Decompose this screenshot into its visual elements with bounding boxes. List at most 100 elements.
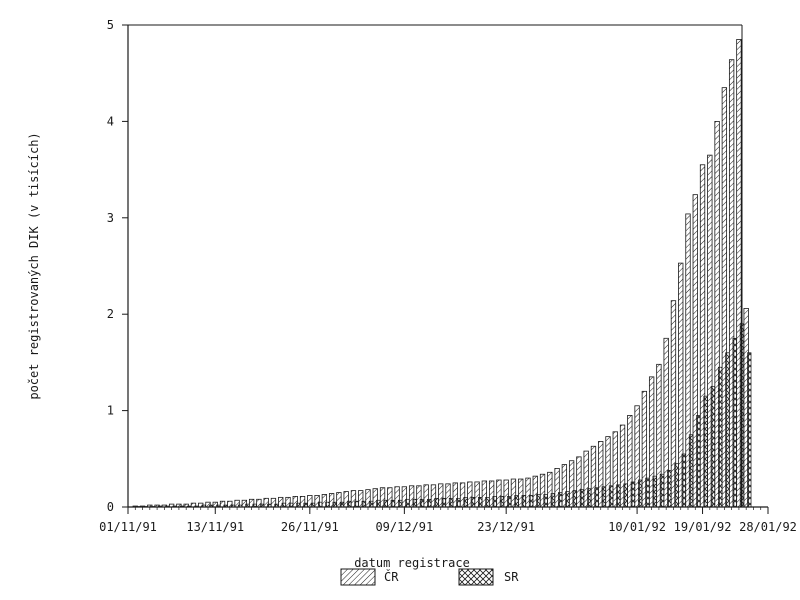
bar-cr xyxy=(619,424,626,508)
bar-cr xyxy=(525,477,531,508)
bar-cr xyxy=(605,436,611,508)
bar-cr xyxy=(561,464,568,508)
bar-cr xyxy=(321,494,328,508)
legend-swatch-cr xyxy=(340,568,376,586)
bar-cr xyxy=(692,194,698,508)
bar-cr xyxy=(307,495,313,508)
bar-cr xyxy=(488,480,495,508)
bar-cr xyxy=(205,501,211,508)
x-tick-label: 09/12/91 xyxy=(375,520,433,534)
bar-cr xyxy=(270,497,277,508)
bar-cr xyxy=(467,481,473,508)
bar-cr xyxy=(721,87,728,508)
x-tick-label: 01/11/91 xyxy=(99,520,157,534)
y-tick-label: 1 xyxy=(107,404,114,418)
legend-label-cr: ČR xyxy=(384,569,399,584)
bar-cr xyxy=(496,479,502,508)
bar-cr xyxy=(459,482,466,508)
bar-cr xyxy=(401,486,408,508)
bar-cr xyxy=(547,471,553,508)
bar-cr xyxy=(299,495,306,508)
bar-cr xyxy=(518,478,524,508)
y-tick-label: 4 xyxy=(107,114,114,128)
x-axis-title: datum registrace xyxy=(354,556,470,570)
x-tick-label: 28/01/92 xyxy=(739,520,797,534)
bar-cr xyxy=(641,390,648,508)
bar-cr xyxy=(539,473,546,508)
legend-swatch-sr xyxy=(458,568,494,586)
bar-cr xyxy=(627,415,633,508)
legend: ČR SR xyxy=(340,568,519,586)
bar-cr xyxy=(532,475,538,508)
bar-cr xyxy=(743,308,749,508)
y-tick-label: 5 xyxy=(107,18,114,32)
bar-cr xyxy=(350,490,357,508)
x-tick-label: 19/01/92 xyxy=(674,520,732,534)
bar-cr xyxy=(554,468,560,508)
bar-cr xyxy=(598,441,604,508)
bar-cr xyxy=(256,498,262,508)
bar-cr xyxy=(365,489,371,508)
bar-cr xyxy=(328,493,335,508)
bar-cr xyxy=(438,483,444,508)
x-tick-label: 23/12/91 xyxy=(477,520,535,534)
bar-cr xyxy=(387,487,393,508)
bar-cr xyxy=(430,484,437,508)
bar-cr xyxy=(583,450,589,508)
bar-cr xyxy=(670,300,677,508)
bar-cr xyxy=(663,337,669,508)
bar-cr xyxy=(379,487,386,508)
bar-cr xyxy=(699,164,706,508)
legend-label-sr: SR xyxy=(504,570,519,584)
bar-cr xyxy=(481,480,488,508)
bar-cr xyxy=(474,481,480,508)
bar-cr xyxy=(510,478,517,508)
x-tick-label: 13/11/91 xyxy=(186,520,244,534)
bar-cr xyxy=(736,39,742,508)
y-axis-ticks: 0 1 2 3 4 5 xyxy=(107,18,128,514)
x-axis-ticks: 01/11/91 13/11/91 26/11/91 09/12/91 23/12/91… xyxy=(99,507,797,534)
bar-cr xyxy=(503,479,509,508)
y-tick-label: 2 xyxy=(107,307,114,321)
bar-cr xyxy=(212,501,218,508)
bar-cr xyxy=(707,154,713,508)
bar-cr xyxy=(728,59,735,508)
bar-cr xyxy=(678,262,684,508)
bar-cr xyxy=(408,485,415,508)
bar-cr xyxy=(358,490,364,508)
bar-cr xyxy=(219,500,226,508)
bar-cr xyxy=(452,482,458,508)
bar-cr xyxy=(394,486,400,508)
bar-cr xyxy=(568,460,575,508)
bar-cr xyxy=(590,445,597,508)
bar-cr xyxy=(445,483,451,508)
bar-cr xyxy=(685,213,691,508)
x-tick-label: 26/11/91 xyxy=(281,520,339,534)
bar-cr xyxy=(416,485,422,508)
bar-cr xyxy=(336,492,342,508)
bar-cr xyxy=(576,456,582,508)
x-tick-label: 10/01/92 xyxy=(608,520,666,534)
cr-series-bars xyxy=(132,39,749,508)
bar-cr xyxy=(372,488,378,508)
bar-cr xyxy=(343,491,349,508)
y-axis-title: počet registrovaných DIK (v tisících) xyxy=(27,132,41,399)
bar-cr xyxy=(423,484,429,508)
bar-cr xyxy=(278,496,284,508)
bar-cr xyxy=(648,376,655,508)
bar-cr xyxy=(634,405,640,508)
bar-cr xyxy=(656,363,662,508)
bar-cr xyxy=(285,496,291,508)
bar-cr xyxy=(612,431,618,508)
bar-cr xyxy=(234,499,240,508)
bar-cr xyxy=(714,121,720,508)
y-tick-label: 0 xyxy=(107,500,114,514)
bar-cr xyxy=(292,495,298,508)
bar-cr xyxy=(241,499,248,508)
bar-cr xyxy=(227,500,233,508)
bar-cr xyxy=(314,495,320,508)
y-tick-label: 3 xyxy=(107,211,114,225)
bar-cr xyxy=(263,497,269,508)
bar-cr xyxy=(248,498,255,508)
